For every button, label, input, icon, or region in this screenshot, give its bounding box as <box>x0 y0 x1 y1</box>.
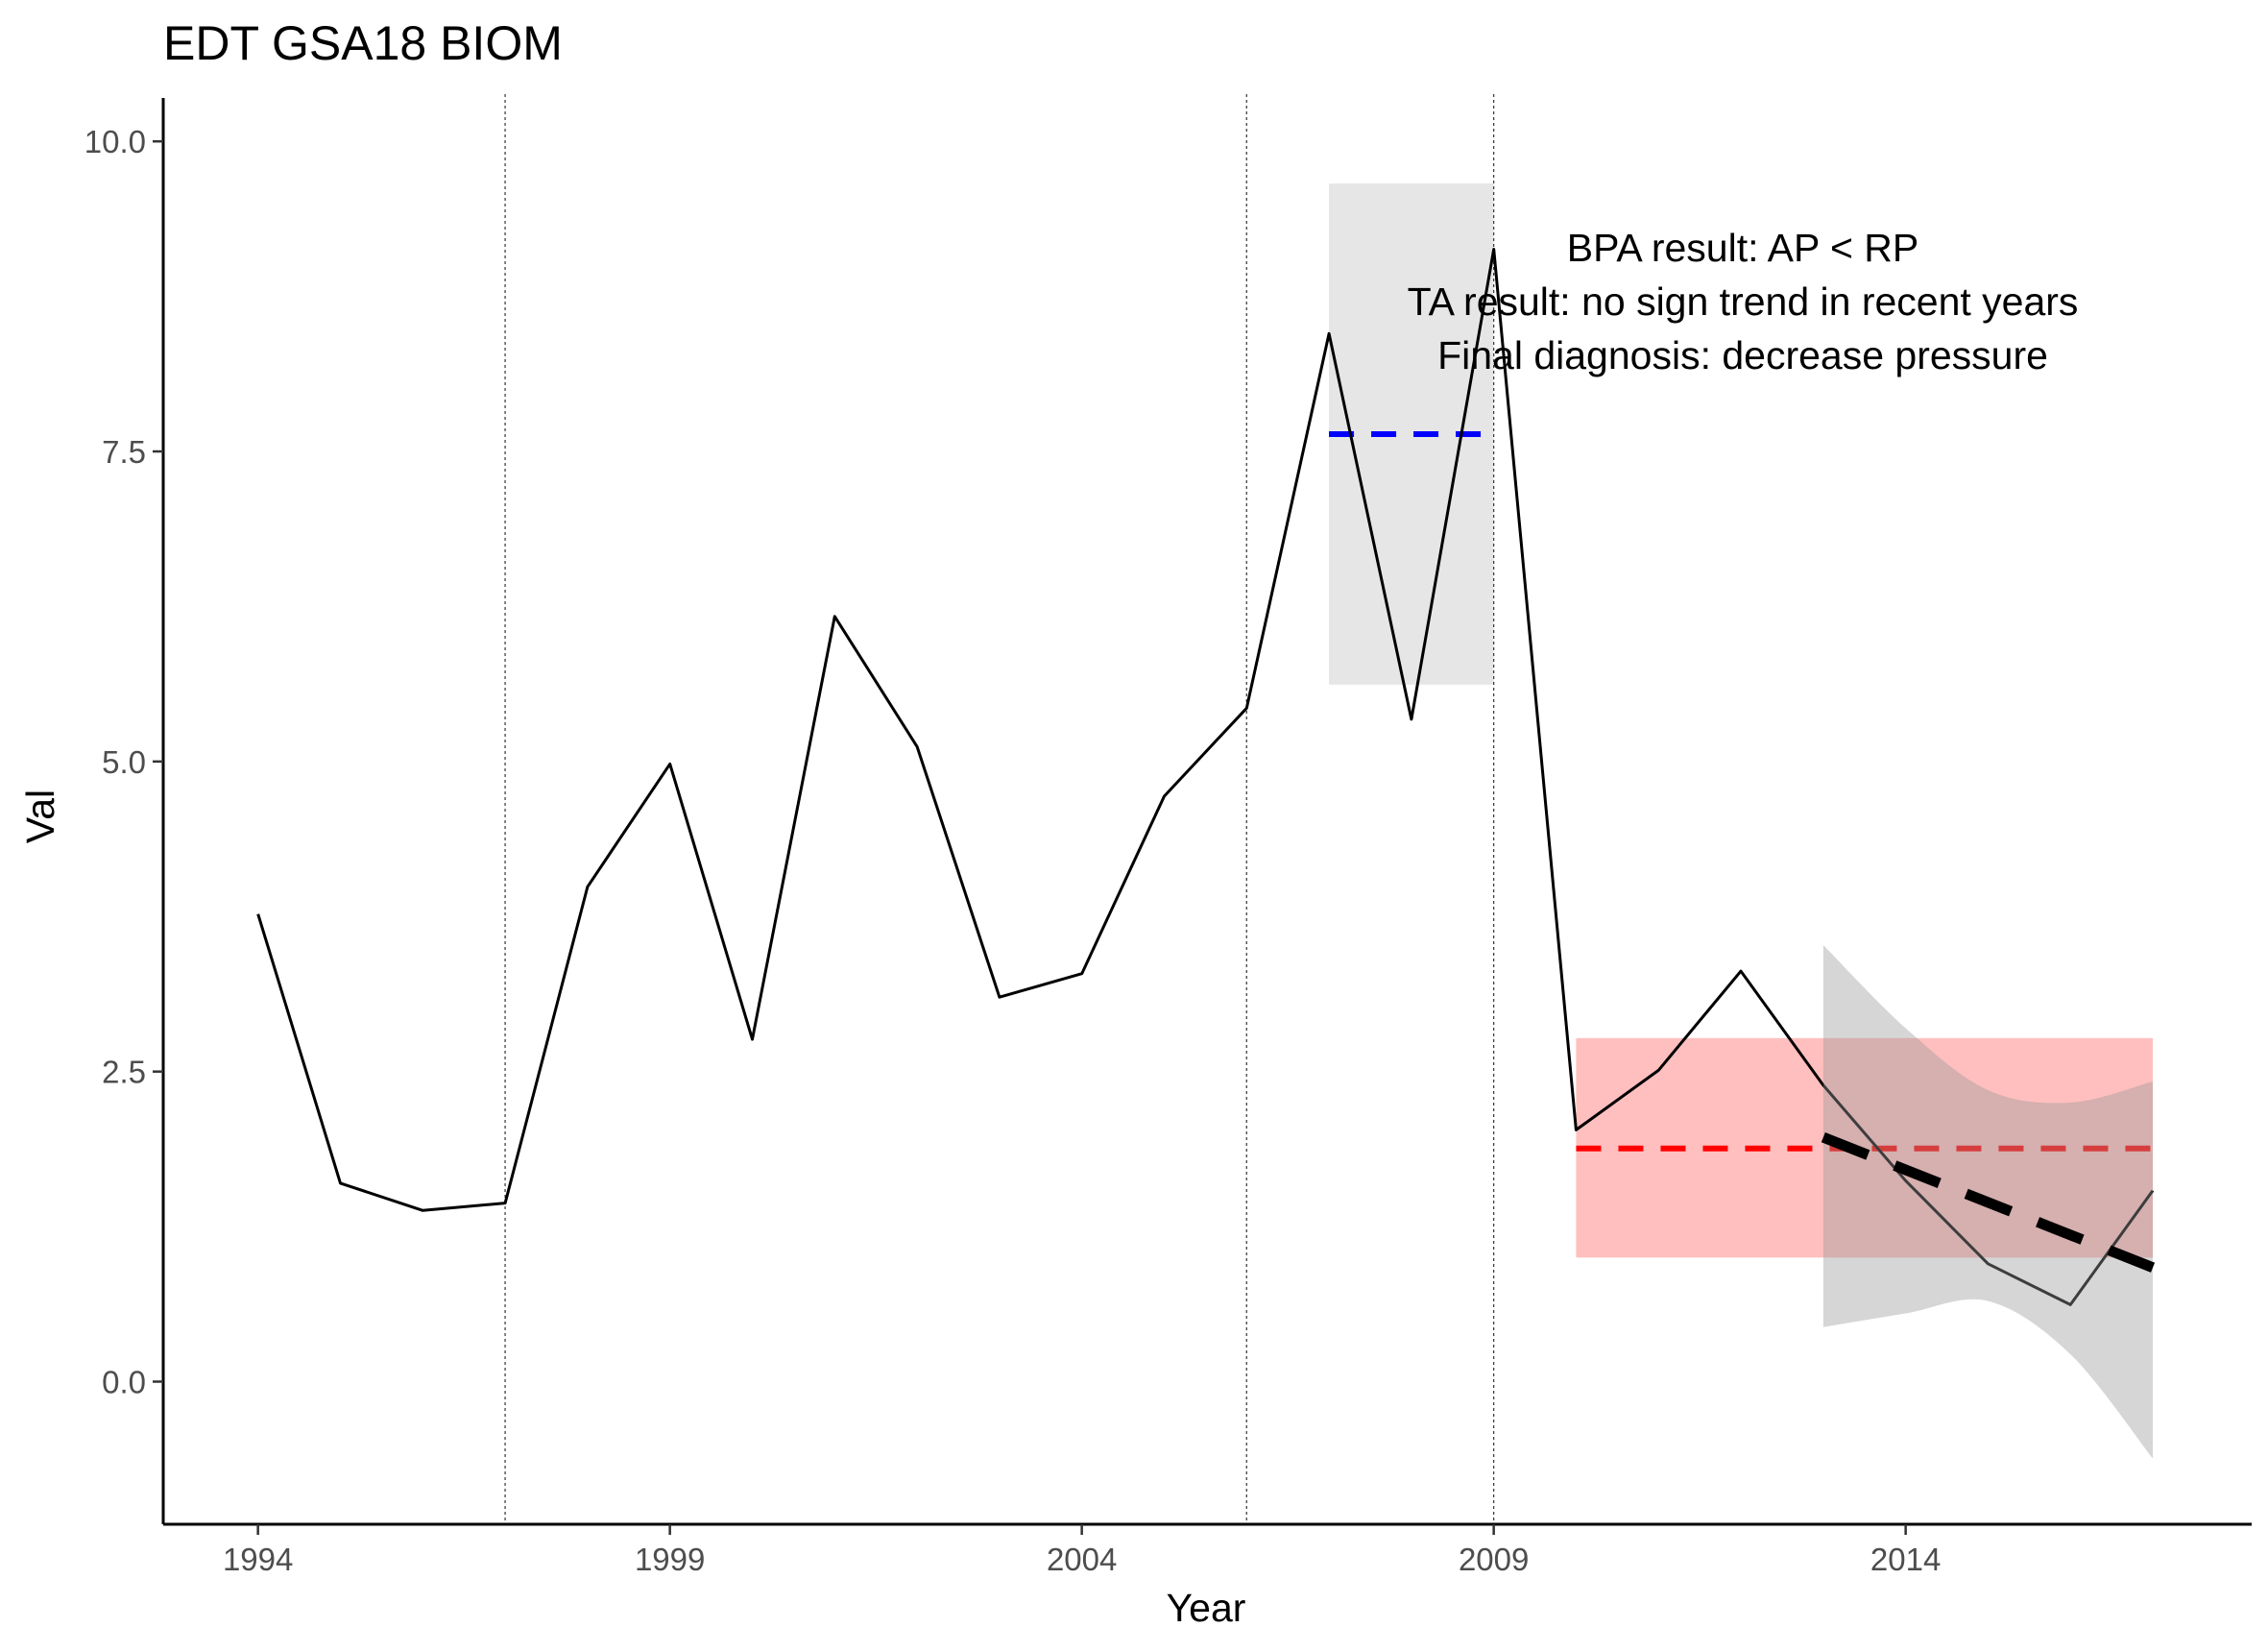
final-diagnosis-annotation: Final diagnosis: decrease pressure <box>1437 333 2048 377</box>
y-tick-label-1: 2.5 <box>102 1055 146 1090</box>
y-tick-label-0: 0.0 <box>102 1365 146 1400</box>
series-layer <box>256 248 2155 1306</box>
x-tick-label-1: 1999 <box>635 1542 705 1577</box>
y-tick-label-2: 5.0 <box>102 744 146 780</box>
y-tick-label-3: 7.5 <box>102 434 146 470</box>
x-axis-title: Year <box>1167 1586 1246 1630</box>
chart-title: EDT GSA18 BIOM <box>163 16 563 70</box>
ta-result-annotation: TA result: no sign trend in recent years <box>1408 279 2079 324</box>
y-tick-label-4: 10.0 <box>84 124 146 159</box>
series-line-0 <box>256 248 2155 1306</box>
reference-lines-layer <box>504 94 2154 1524</box>
axes-layer: 1994 1999 2004 2009 2014 0.0 2.5 5.0 7.5 10.0 <box>84 98 2252 1577</box>
x-tick-label-3: 2009 <box>1459 1542 1529 1577</box>
x-tick-label-0: 1994 <box>223 1542 293 1577</box>
x-tick-label-2: 2004 <box>1047 1542 1117 1577</box>
trend-line <box>1821 1131 2156 1273</box>
trend-layer <box>1821 944 2156 1459</box>
bpa-result-annotation: BPA result: AP < RP <box>1567 226 1919 270</box>
x-tick-label-4: 2014 <box>1870 1542 1941 1577</box>
y-axis-title: Val <box>18 790 62 843</box>
